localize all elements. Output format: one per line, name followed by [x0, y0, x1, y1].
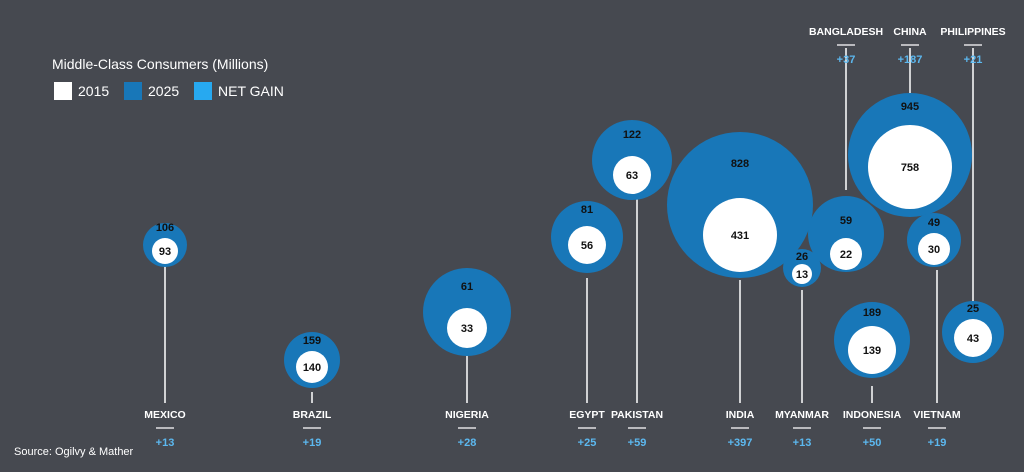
value-2015-indonesia: 139: [863, 345, 881, 357]
bubble-2015-nigeria: [447, 308, 487, 348]
country-label-egypt: EGYPT: [569, 409, 605, 421]
gain-label-philippines: +21: [964, 54, 983, 66]
value-2015-pakistan: 63: [626, 170, 638, 182]
value-2015-bangladesh: 22: [840, 249, 852, 261]
bubble-2025-bangladesh: [808, 196, 884, 272]
bubble-2015-mexico: [152, 238, 178, 264]
country-group-mexico: 106 93 MEXICO +13: [143, 222, 187, 449]
country-label-bangladesh: BANGLADESH: [809, 26, 883, 38]
country-label-vietnam: VIETNAM: [913, 409, 961, 421]
value-2025-indonesia: 189: [863, 307, 881, 319]
value-2025-china: 945: [901, 101, 919, 113]
value-2025-india: 828: [731, 158, 749, 170]
legend-swatch-net-gain: [194, 82, 212, 100]
country-label-indonesia: INDONESIA: [843, 409, 902, 421]
legend-item-net-gain: NET GAIN: [194, 82, 284, 100]
gain-label-china: +187: [898, 54, 923, 66]
value-2015-brazil: 140: [303, 362, 321, 374]
country-group-india: 828 431 INDIA +397: [667, 132, 813, 449]
country-group-egypt: 81 56 EGYPT +25: [551, 201, 623, 449]
country-label-pakistan: PAKISTAN: [611, 409, 663, 421]
bubble-2015-myanmar: [792, 264, 812, 284]
bubble-2015-philippines: [954, 319, 992, 357]
gain-label-pakistan: +59: [628, 437, 647, 449]
bubble-2015-vietnam: [918, 233, 950, 265]
country-label-myanmar: MYANMAR: [775, 409, 829, 421]
gain-label-brazil: +19: [303, 437, 322, 449]
value-2015-india: 431: [731, 230, 749, 242]
value-2015-egypt: 56: [581, 240, 593, 252]
gain-label-myanmar: +13: [793, 437, 812, 449]
bubble-2015-pakistan: [613, 156, 651, 194]
gain-label-mexico: +13: [156, 437, 175, 449]
bubble-2015-china: [868, 125, 952, 209]
gain-label-india: +397: [728, 437, 753, 449]
bubble-2015-bangladesh: [830, 238, 862, 270]
bubble-2015-indonesia: [848, 326, 896, 374]
gain-label-nigeria: +28: [458, 437, 477, 449]
legend-title: Middle-Class Consumers (Millions): [52, 56, 269, 72]
value-2025-brazil: 159: [303, 335, 321, 347]
country-group-myanmar: 26 13 MYANMAR +13: [775, 249, 829, 449]
value-2015-nigeria: 33: [461, 323, 473, 335]
value-2015-china: 758: [901, 162, 919, 174]
value-2025-egypt: 81: [581, 204, 593, 216]
value-2025-bangladesh: 59: [840, 215, 852, 227]
value-2015-vietnam: 30: [928, 244, 940, 256]
legend-swatch-2025: [124, 82, 142, 100]
country-group-nigeria: 61 33 NIGERIA +28: [423, 268, 511, 449]
country-group-indonesia: 189 139 INDONESIA +50: [834, 302, 910, 449]
value-2015-mexico: 93: [159, 246, 171, 258]
legend-label-net-gain: NET GAIN: [218, 83, 284, 99]
country-label-china: CHINA: [893, 26, 927, 38]
country-group-philippines: 25 43 PHILIPPINES +21: [940, 26, 1006, 363]
gain-label-vietnam: +19: [928, 437, 947, 449]
value-2015-myanmar: 13: [796, 269, 808, 281]
country-label-philippines: PHILIPPINES: [940, 26, 1005, 38]
gain-label-egypt: +25: [578, 437, 597, 449]
country-group-brazil: 159 140 BRAZIL +19: [284, 332, 340, 449]
country-group-pakistan: 122 63 PAKISTAN +59: [592, 120, 672, 449]
country-label-nigeria: NIGERIA: [445, 409, 489, 421]
country-label-mexico: MEXICO: [144, 409, 185, 421]
gain-label-bangladesh: +37: [837, 54, 856, 66]
legend-label-2015: 2015: [78, 83, 110, 99]
country-group-vietnam: 49 30 VIETNAM +19: [907, 213, 961, 449]
country-group-china: 945 758 CHINA +187: [848, 26, 972, 217]
value-2025-mexico: 106: [156, 222, 174, 234]
country-label-brazil: BRAZIL: [293, 409, 332, 421]
bubble-2015-brazil: [296, 351, 328, 383]
bubble-2015-egypt: [568, 226, 606, 264]
value-2015-philippines: 43: [967, 333, 979, 345]
legend-item-2015: 2015: [54, 82, 109, 100]
gain-label-indonesia: +50: [863, 437, 882, 449]
source-note: Source: Ogilvy & Mather: [14, 446, 134, 458]
legend-label-2025: 2025: [148, 83, 180, 99]
value-2025-philippines: 25: [967, 303, 979, 315]
legend-item-2025: 2025: [124, 82, 179, 100]
value-2025-nigeria: 61: [461, 281, 473, 293]
country-label-india: INDIA: [726, 409, 755, 421]
country-group-bangladesh: 59 22 BANGLADESH +37: [808, 26, 884, 272]
value-2025-pakistan: 122: [623, 129, 641, 141]
legend-swatch-2015: [54, 82, 72, 100]
bubble-2015-india: [703, 198, 777, 272]
value-2025-vietnam: 49: [928, 217, 940, 229]
value-2025-myanmar: 26: [796, 251, 808, 263]
